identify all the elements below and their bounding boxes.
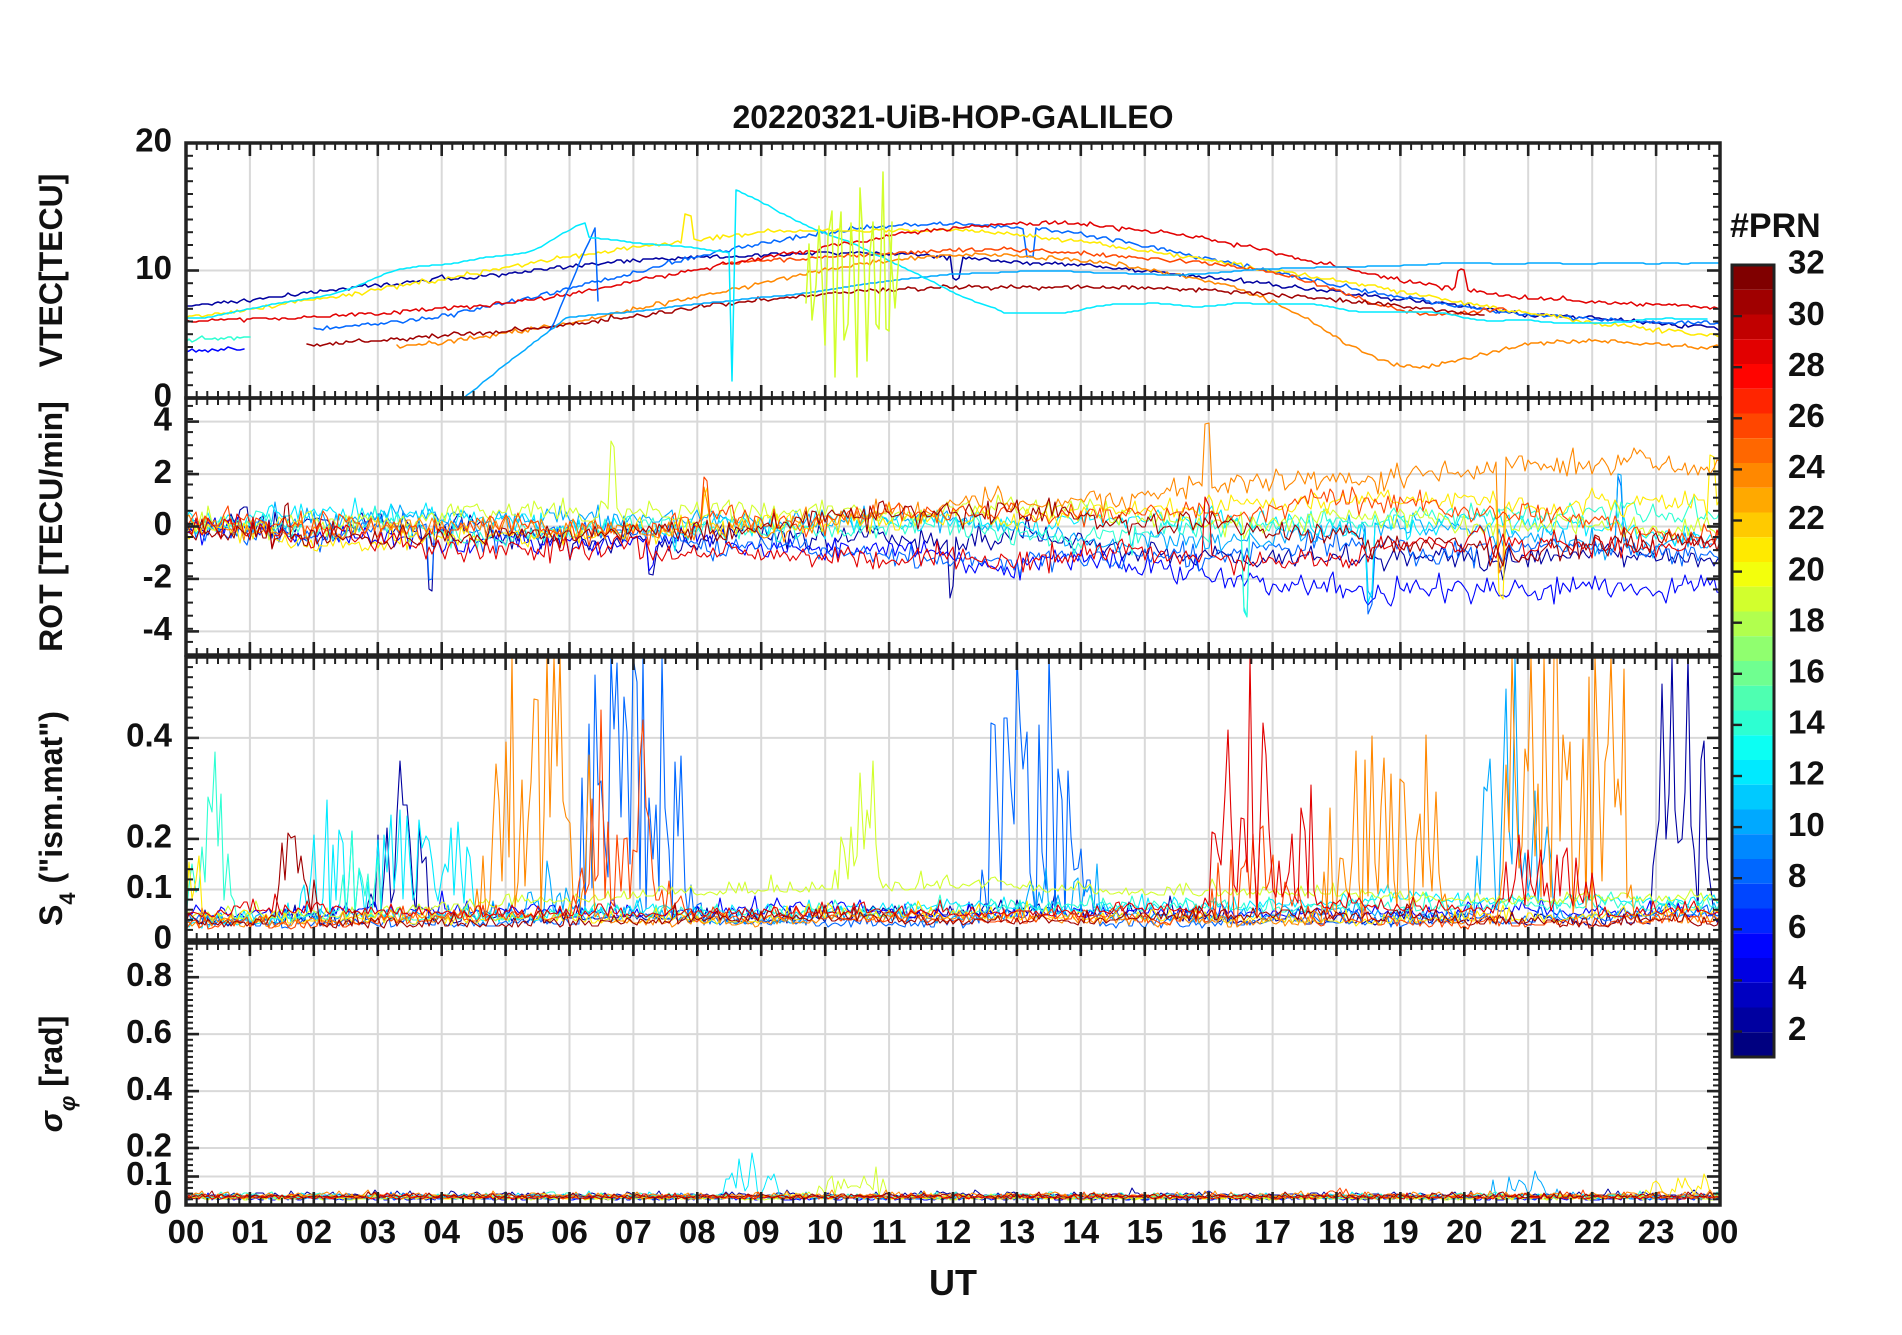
svg-text:24: 24 bbox=[1788, 448, 1825, 485]
svg-text:02: 02 bbox=[295, 1213, 332, 1250]
svg-text:8: 8 bbox=[1788, 857, 1806, 894]
svg-text:18: 18 bbox=[1788, 601, 1825, 638]
svg-text:32: 32 bbox=[1788, 244, 1825, 281]
svg-text:30: 30 bbox=[1788, 295, 1825, 332]
svg-text:ROT [TECU/min]: ROT [TECU/min] bbox=[33, 401, 69, 652]
svg-text:11: 11 bbox=[872, 1213, 907, 1250]
svg-text:-2: -2 bbox=[143, 558, 172, 595]
svg-text:-4: -4 bbox=[143, 610, 173, 647]
svg-text:0.6: 0.6 bbox=[126, 1013, 172, 1050]
svg-text:26: 26 bbox=[1788, 397, 1825, 434]
svg-text:00: 00 bbox=[168, 1213, 205, 1250]
svg-text:12: 12 bbox=[1788, 755, 1825, 792]
svg-text:19: 19 bbox=[1382, 1213, 1419, 1250]
svg-text:0.4: 0.4 bbox=[126, 1070, 173, 1107]
svg-text:4: 4 bbox=[1788, 959, 1807, 996]
svg-text:10: 10 bbox=[135, 249, 172, 286]
svg-text:0: 0 bbox=[154, 505, 172, 542]
svg-text:20: 20 bbox=[1788, 550, 1825, 587]
svg-text:13: 13 bbox=[999, 1213, 1036, 1250]
svg-text:2: 2 bbox=[154, 453, 172, 490]
svg-text:0.1: 0.1 bbox=[126, 868, 172, 905]
svg-text:00: 00 bbox=[1702, 1213, 1739, 1250]
svg-text:0.8: 0.8 bbox=[126, 956, 172, 993]
svg-text:20: 20 bbox=[1446, 1213, 1483, 1250]
svg-text:04: 04 bbox=[423, 1213, 460, 1250]
svg-text:08: 08 bbox=[679, 1213, 716, 1250]
svg-text:10: 10 bbox=[807, 1213, 844, 1250]
svg-text:0: 0 bbox=[154, 919, 172, 956]
svg-text:16: 16 bbox=[1788, 653, 1825, 690]
svg-text:10: 10 bbox=[1788, 806, 1825, 843]
svg-text:4: 4 bbox=[154, 400, 173, 437]
svg-text:6: 6 bbox=[1788, 908, 1806, 945]
svg-text:23: 23 bbox=[1638, 1213, 1675, 1250]
svg-text:07: 07 bbox=[615, 1213, 652, 1250]
svg-text:22: 22 bbox=[1788, 499, 1825, 536]
svg-text:#PRN: #PRN bbox=[1730, 207, 1821, 245]
svg-text:01: 01 bbox=[232, 1213, 269, 1250]
svg-text:16: 16 bbox=[1190, 1213, 1227, 1250]
svg-text:0.4: 0.4 bbox=[126, 717, 173, 754]
svg-text:17: 17 bbox=[1254, 1213, 1291, 1250]
svg-text:05: 05 bbox=[487, 1213, 524, 1250]
svg-text:2: 2 bbox=[1788, 1010, 1806, 1047]
svg-text:18: 18 bbox=[1318, 1213, 1355, 1250]
svg-text:0.2: 0.2 bbox=[126, 818, 172, 855]
svg-text:21: 21 bbox=[1510, 1213, 1547, 1250]
svg-text:20220321-UiB-HOP-GALILEO: 20220321-UiB-HOP-GALILEO bbox=[732, 99, 1173, 135]
svg-text:03: 03 bbox=[359, 1213, 396, 1250]
svg-text:28: 28 bbox=[1788, 346, 1825, 383]
svg-text:12: 12 bbox=[935, 1213, 972, 1250]
svg-text:VTEC[TECU]: VTEC[TECU] bbox=[33, 174, 69, 368]
svg-text:0.2: 0.2 bbox=[126, 1127, 172, 1164]
svg-text:14: 14 bbox=[1062, 1213, 1099, 1250]
svg-text:14: 14 bbox=[1788, 704, 1825, 741]
svg-text:15: 15 bbox=[1126, 1213, 1163, 1250]
svg-text:UT: UT bbox=[929, 1262, 977, 1303]
svg-text:20: 20 bbox=[135, 122, 172, 159]
svg-text:09: 09 bbox=[743, 1213, 780, 1250]
svg-text:06: 06 bbox=[551, 1213, 588, 1250]
svg-text:22: 22 bbox=[1574, 1213, 1611, 1250]
